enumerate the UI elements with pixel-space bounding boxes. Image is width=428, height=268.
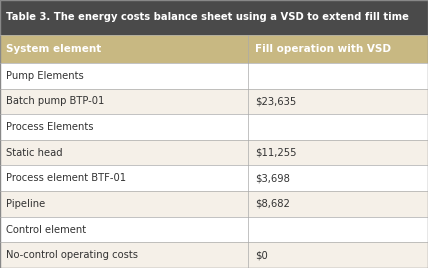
Text: $8,682: $8,682	[255, 199, 289, 209]
Text: Batch pump BTP-01: Batch pump BTP-01	[6, 96, 105, 106]
Text: Static head: Static head	[6, 148, 63, 158]
Text: Pipeline: Pipeline	[6, 199, 46, 209]
Text: $11,255: $11,255	[255, 148, 296, 158]
Text: Fill operation with VSD: Fill operation with VSD	[255, 44, 391, 54]
FancyBboxPatch shape	[0, 165, 428, 191]
FancyBboxPatch shape	[0, 114, 428, 140]
FancyBboxPatch shape	[0, 63, 428, 89]
Text: $23,635: $23,635	[255, 96, 296, 106]
Text: Pump Elements: Pump Elements	[6, 71, 84, 81]
Text: $3,698: $3,698	[255, 173, 289, 183]
FancyBboxPatch shape	[0, 217, 428, 242]
Text: Process element BTF-01: Process element BTF-01	[6, 173, 127, 183]
Text: System element: System element	[6, 44, 102, 54]
FancyBboxPatch shape	[0, 191, 428, 217]
Text: Process Elements: Process Elements	[6, 122, 94, 132]
FancyBboxPatch shape	[0, 0, 428, 35]
FancyBboxPatch shape	[0, 242, 428, 268]
FancyBboxPatch shape	[0, 35, 428, 63]
FancyBboxPatch shape	[0, 89, 428, 114]
Text: Control element: Control element	[6, 225, 86, 234]
Text: No-control operating costs: No-control operating costs	[6, 250, 138, 260]
FancyBboxPatch shape	[0, 140, 428, 165]
Text: $0: $0	[255, 250, 268, 260]
Text: Table 3. The energy costs balance sheet using a VSD to extend fill time: Table 3. The energy costs balance sheet …	[6, 12, 409, 23]
